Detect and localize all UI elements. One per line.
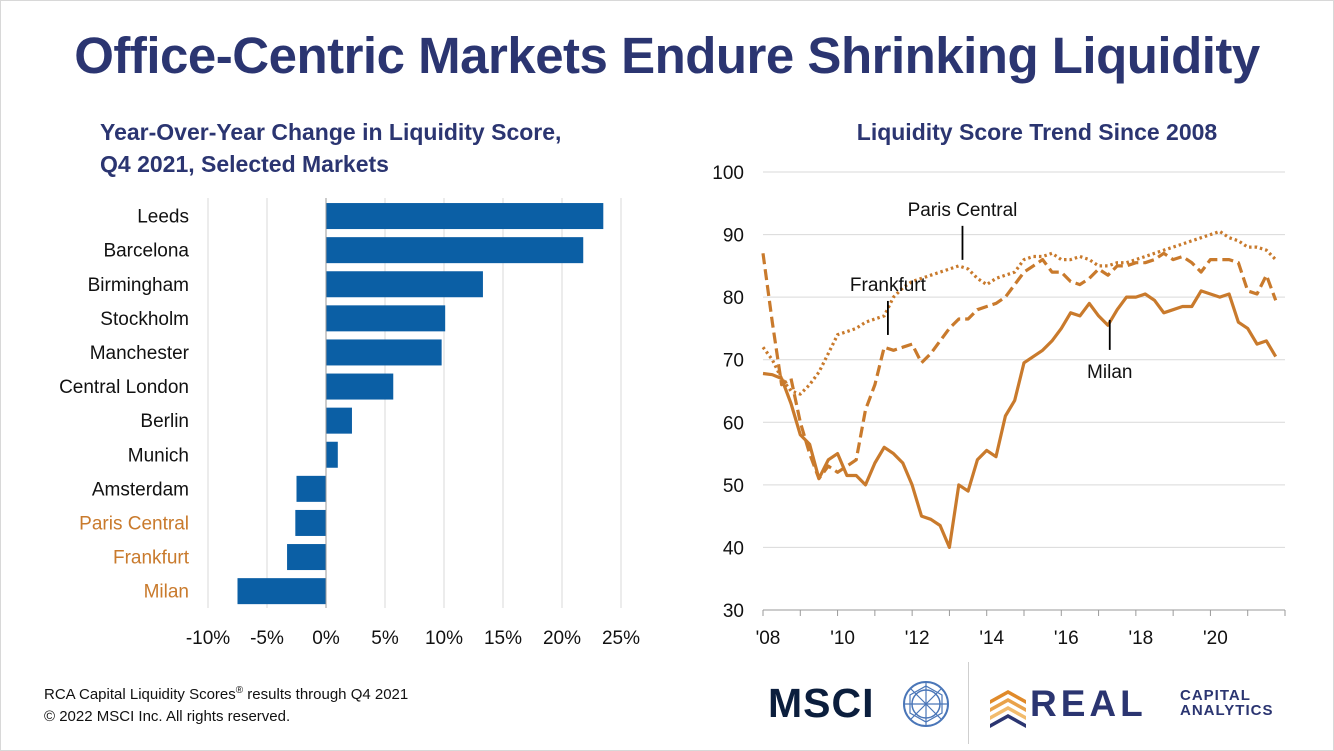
y-tick-label: 40 [723, 538, 744, 559]
bar [237, 578, 326, 605]
category-label: Manchester [90, 343, 190, 364]
x-tick-label: '12 [905, 628, 930, 649]
category-label: Frankfurt [113, 548, 190, 569]
bar [326, 407, 352, 434]
x-tick-label: 15% [484, 628, 522, 649]
bar [296, 475, 326, 502]
category-label: Amsterdam [92, 479, 189, 500]
series-line-paris-central [761, 229, 1277, 396]
category-label: Central London [59, 377, 189, 398]
footer: RCA Capital Liquidity Scores® results th… [44, 680, 408, 728]
rca-logo-subtext: CAPITAL ANALYTICS [1180, 688, 1273, 718]
category-label: Birmingham [88, 275, 189, 296]
x-tick-label: '14 [979, 628, 1004, 649]
bar [295, 509, 326, 536]
msci-logo-text: MSCI [768, 680, 875, 726]
rca-logo-line-1: CAPITAL [1180, 687, 1251, 704]
bar [326, 237, 584, 264]
bar-chart-title-line-2: Q4 2021, Selected Markets [100, 151, 389, 177]
footer-source: RCA Capital Liquidity Scores® results th… [44, 680, 408, 706]
category-label: Milan [144, 582, 189, 603]
x-tick-label: '08 [756, 628, 781, 649]
line-chart-title: Liquidity Score Trend Since 2008 [856, 119, 1218, 145]
y-tick-label: 80 [723, 288, 744, 309]
category-label: Stockholm [100, 309, 189, 330]
bar [326, 271, 483, 298]
series-line-milan [762, 289, 1278, 550]
x-tick-label: '20 [1203, 628, 1228, 649]
x-tick-label: 20% [543, 628, 581, 649]
x-tick-label: 5% [371, 628, 399, 649]
annotation-paris-central: Paris Central [908, 200, 1018, 221]
category-label: Munich [128, 445, 189, 466]
x-tick-label: '18 [1128, 628, 1153, 649]
rca-logo-text: REAL [1030, 683, 1147, 724]
annotation-frankfurt: Frankfurt [850, 275, 927, 296]
bar [287, 544, 326, 571]
rca-building-icon [990, 690, 1026, 728]
footer-copyright: © 2022 MSCI Inc. All rights reserved. [44, 708, 291, 725]
y-tick-label: 60 [723, 413, 744, 434]
x-tick-label: 25% [602, 628, 640, 649]
bar [326, 339, 442, 366]
x-tick-label: '10 [830, 628, 855, 649]
x-tick-label: 0% [312, 628, 340, 649]
msci-globe-icon [903, 681, 949, 727]
y-tick-label: 90 [723, 226, 744, 247]
bar-chart-title: Year-Over-Year Change in Liquidity Score… [100, 116, 660, 180]
category-label: Leeds [137, 207, 189, 228]
bar-chart-title-line-1: Year-Over-Year Change in Liquidity Score… [100, 119, 562, 145]
x-tick-label: -10% [186, 628, 230, 649]
series-line-frankfurt [761, 251, 1278, 481]
x-tick-label: -5% [250, 628, 284, 649]
bar [326, 373, 394, 400]
footer-source-text: RCA Capital Liquidity Scores [44, 686, 236, 703]
bar [326, 203, 604, 230]
main-title: Office-Centric Markets Endure Shrinking … [74, 27, 1260, 84]
y-tick-label: 70 [723, 351, 744, 372]
y-tick-label: 30 [723, 601, 744, 622]
logo-divider [968, 662, 969, 744]
rca-logo-line-2: ANALYTICS [1180, 702, 1274, 719]
y-tick-label: 50 [723, 476, 744, 497]
registered-mark: ® [235, 685, 244, 696]
bar [326, 441, 338, 468]
annotation-milan: Milan [1087, 362, 1132, 383]
x-tick-label: '16 [1054, 628, 1079, 649]
category-label: Paris Central [79, 513, 189, 534]
category-label: Berlin [140, 411, 189, 432]
category-label: Barcelona [103, 241, 189, 262]
y-tick-label: 100 [712, 163, 744, 184]
x-tick-label: 10% [425, 628, 463, 649]
bar [326, 305, 446, 332]
footer-source-tail: results through Q4 2021 [243, 686, 409, 703]
